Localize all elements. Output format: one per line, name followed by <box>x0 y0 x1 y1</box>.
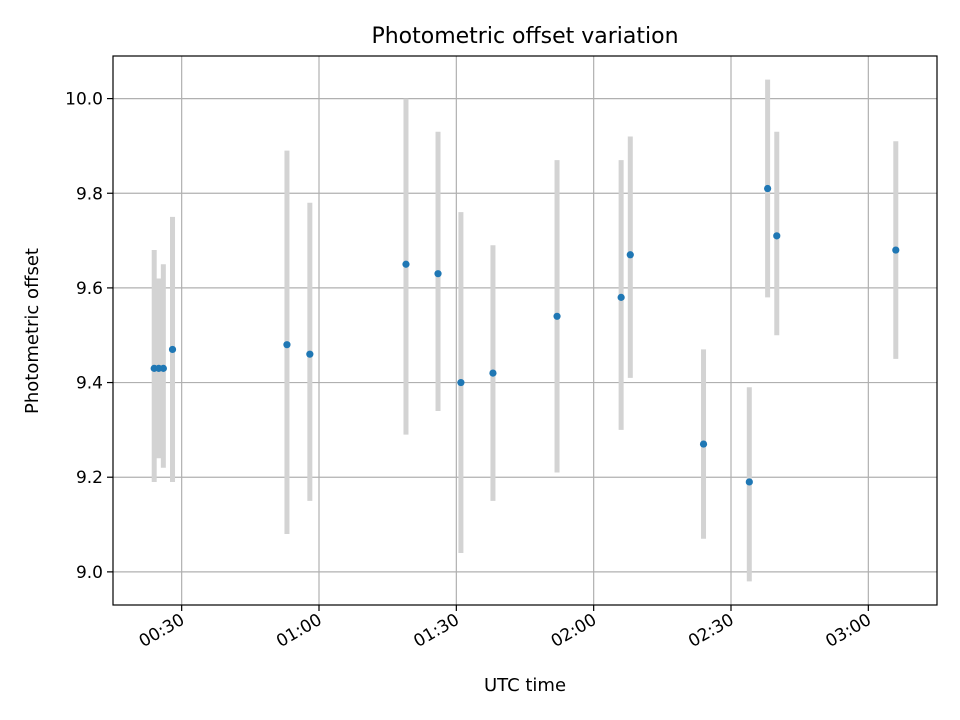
y-tick-label: 9.4 <box>76 374 103 394</box>
x-tick-label: 02:30 <box>685 610 737 652</box>
data-point <box>159 364 167 372</box>
data-point <box>773 232 781 240</box>
y-tick-label: 9.0 <box>76 563 103 583</box>
data-point <box>745 478 753 486</box>
data-point <box>283 341 291 349</box>
data-point <box>402 260 410 268</box>
x-tick-label: 03:00 <box>822 610 874 652</box>
data-point <box>489 369 497 377</box>
x-tick-label: 02:00 <box>548 610 600 652</box>
y-tick-label: 9.2 <box>76 468 103 488</box>
grid <box>113 56 937 605</box>
error-bars <box>151 79 899 582</box>
data-point <box>617 293 625 301</box>
y-axis-label: Photometric offset <box>22 248 43 414</box>
x-tick-label: 01:30 <box>410 610 462 652</box>
plot-frame <box>112 55 938 606</box>
y-axis-ticks: 9.0 9.2 9.4 9.6 9.8 10.0 <box>65 90 113 583</box>
x-axis-label: UTC time <box>484 675 566 696</box>
y-tick-label: 10.0 <box>65 90 103 110</box>
data-point <box>626 251 634 259</box>
x-axis-ticks: 00:30 01:00 01:30 02:00 02:30 03:00 <box>136 605 875 652</box>
data-point <box>764 184 772 193</box>
data-point <box>434 270 442 278</box>
y-tick-label: 9.6 <box>76 279 103 299</box>
data-point <box>306 350 314 358</box>
data-point <box>168 345 177 354</box>
data-point <box>457 378 465 387</box>
y-tick-label: 9.8 <box>76 184 103 204</box>
data-points <box>150 184 900 486</box>
data-point <box>699 440 708 448</box>
chart-title: Photometric offset variation <box>371 24 678 49</box>
x-tick-label: 00:30 <box>136 610 188 652</box>
data-point <box>892 246 900 254</box>
data-point <box>553 312 561 320</box>
x-tick-label: 01:00 <box>273 610 325 652</box>
